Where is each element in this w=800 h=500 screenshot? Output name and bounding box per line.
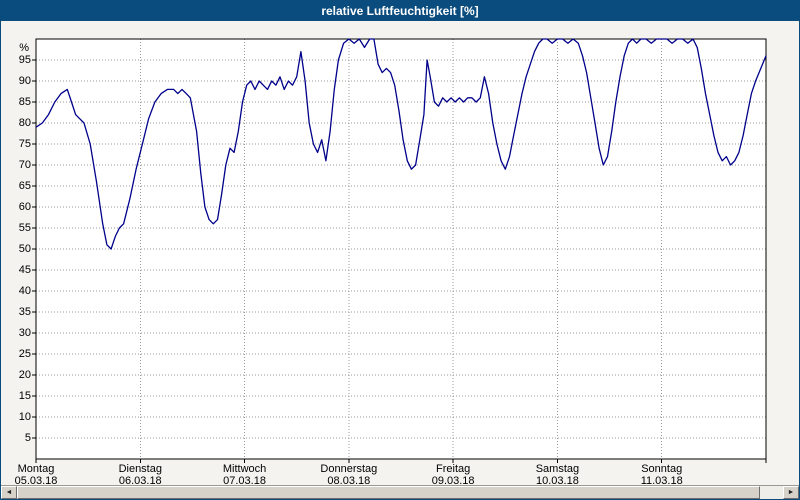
- y-tick-label: 55: [18, 222, 31, 234]
- x-axis-day-label: Dienstag 06.03.18: [94, 463, 186, 487]
- y-tick-label: 85: [18, 96, 31, 108]
- scroll-right-button[interactable]: ►: [783, 486, 799, 499]
- day-date: 11.03.18: [640, 475, 683, 487]
- day-name: Donnerstag: [320, 463, 378, 475]
- y-tick-label: 95: [18, 54, 31, 66]
- scrollbar-track[interactable]: [17, 486, 783, 499]
- x-axis-day-label: Sonntag 11.03.18: [616, 463, 708, 487]
- day-name: Dienstag: [118, 463, 162, 475]
- x-axis-day-label: Samstag 10.03.18: [511, 463, 603, 487]
- day-name: Sonntag: [641, 463, 683, 475]
- y-tick-label: 65: [18, 180, 31, 192]
- y-tick-label: 40: [18, 285, 31, 297]
- y-tick-label: 15: [18, 390, 31, 402]
- day-date: 09.03.18: [431, 475, 475, 487]
- x-axis-day-label: Donnerstag 08.03.18: [303, 463, 395, 487]
- y-tick-label: 80: [18, 117, 31, 129]
- scroll-left-button[interactable]: ◄: [1, 486, 17, 499]
- y-tick-label: 45: [18, 264, 31, 276]
- horizontal-scrollbar: ◄ ►: [1, 485, 799, 499]
- day-date: 06.03.18: [118, 475, 162, 487]
- day-name: Freitag: [436, 463, 471, 475]
- day-date: 05.03.18: [14, 475, 58, 487]
- y-tick-label: 20: [18, 369, 31, 381]
- day-name: Samstag: [535, 463, 580, 475]
- day-name: Montag: [17, 463, 55, 475]
- y-tick-label: 75: [18, 138, 31, 150]
- y-tick-label: 5: [24, 432, 31, 444]
- y-tick-label: 35: [18, 306, 31, 318]
- y-tick-label: 25: [18, 348, 31, 360]
- x-axis-day-label: Freitag 09.03.18: [407, 463, 499, 487]
- x-axis-day-label: Montag 05.03.18: [1, 463, 82, 487]
- y-tick-label: 30: [18, 327, 31, 339]
- y-tick-label: 70: [18, 159, 31, 171]
- y-axis-unit-label: %: [19, 42, 29, 54]
- day-date: 08.03.18: [327, 475, 371, 487]
- y-tick-label: 90: [18, 75, 31, 87]
- chart-title: relative Luftfeuchtigkeit [%]: [1, 1, 799, 21]
- y-tick-label: 10: [18, 411, 31, 423]
- x-axis-day-label: Mittwoch 07.03.18: [199, 463, 291, 487]
- day-date: 10.03.18: [536, 475, 579, 487]
- day-date: 07.03.18: [223, 475, 266, 487]
- y-tick-label: 50: [18, 243, 31, 255]
- y-tick-label: 60: [18, 201, 31, 213]
- day-name: Mittwoch: [222, 463, 267, 475]
- scrollbar-thumb[interactable]: [17, 486, 761, 499]
